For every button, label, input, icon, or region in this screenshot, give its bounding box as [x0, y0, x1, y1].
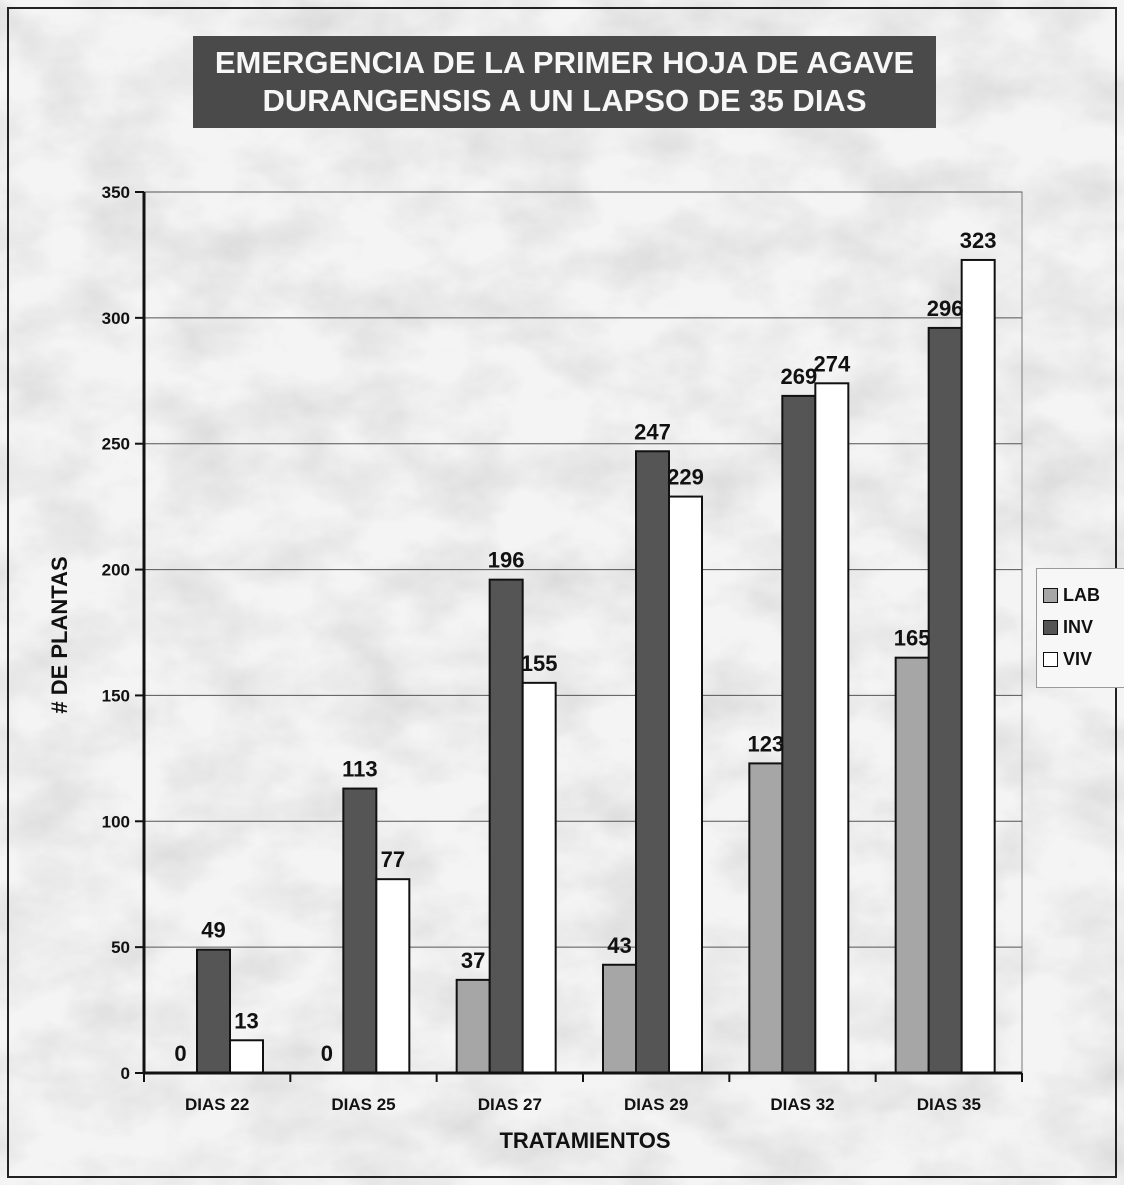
y-tick-label: 0 [121, 1064, 130, 1083]
data-label: 269 [780, 364, 817, 389]
data-label: 37 [461, 948, 485, 973]
bar-viv [523, 683, 556, 1073]
bar-lab [603, 965, 636, 1073]
data-label: 13 [234, 1008, 258, 1033]
data-label: 123 [747, 731, 784, 756]
legend-item-viv: VIV [1043, 643, 1119, 675]
data-label: 247 [634, 419, 671, 444]
data-label: 274 [813, 351, 850, 376]
y-tick-label: 50 [111, 938, 130, 957]
y-tick-label: 100 [102, 812, 130, 831]
bar-inv [343, 789, 376, 1073]
data-label: 43 [607, 933, 631, 958]
x-tick-label: DIAS 32 [770, 1095, 834, 1114]
legend-swatch-inv [1043, 620, 1058, 635]
bar-viv [230, 1040, 263, 1073]
bar-inv [782, 396, 815, 1073]
data-label: 196 [488, 548, 525, 573]
bar-viv [815, 383, 848, 1073]
bar-lab [749, 763, 782, 1073]
y-tick-label: 200 [102, 561, 130, 580]
chart-title-line-1: EMERGENCIA DE LA PRIMER HOJA DE AGAVE [193, 44, 936, 82]
x-axis-title: TRATAMIENTOS [430, 1128, 740, 1154]
chart-title-line-2: DURANGENSIS A UN LAPSO DE 35 DIAS [193, 82, 936, 120]
data-label: 155 [521, 651, 558, 676]
data-label: 0 [174, 1041, 186, 1066]
x-tick-label: DIAS 27 [478, 1095, 542, 1114]
legend-label-lab: LAB [1063, 585, 1100, 606]
data-label: 113 [342, 757, 378, 782]
bar-inv [490, 580, 523, 1073]
x-tick-label: DIAS 29 [624, 1095, 688, 1114]
data-label: 49 [201, 918, 225, 943]
legend-label-inv: INV [1063, 617, 1093, 638]
data-label: 296 [927, 296, 964, 321]
y-tick-label: 350 [102, 183, 130, 202]
bar-viv [376, 879, 409, 1073]
y-tick-label: 150 [102, 686, 130, 705]
legend-swatch-lab [1043, 588, 1058, 603]
legend-swatch-viv [1043, 652, 1058, 667]
x-tick-label: DIAS 25 [331, 1095, 395, 1114]
bar-lab [457, 980, 490, 1073]
x-tick-label: DIAS 22 [185, 1095, 249, 1114]
legend-label-viv: VIV [1063, 649, 1092, 670]
y-tick-label: 300 [102, 309, 130, 328]
y-axis-title: # DE PLANTAS [47, 515, 73, 755]
bar-viv [962, 260, 995, 1073]
data-label: 77 [381, 847, 405, 872]
data-label: 0 [321, 1041, 333, 1066]
legend: LAB INV VIV [1036, 568, 1124, 688]
bar-lab [896, 658, 929, 1073]
bar-inv [929, 328, 962, 1073]
data-label: 165 [894, 626, 931, 651]
legend-item-lab: LAB [1043, 579, 1119, 611]
x-tick-label: DIAS 35 [917, 1095, 981, 1114]
data-label: 323 [960, 228, 997, 253]
legend-item-inv: INV [1043, 611, 1119, 643]
bar-inv [197, 950, 230, 1073]
data-label: 229 [667, 465, 704, 490]
chart-title: EMERGENCIA DE LA PRIMER HOJA DE AGAVE DU… [193, 36, 936, 128]
y-tick-label: 250 [102, 435, 130, 454]
bar-inv [636, 451, 669, 1073]
bar-viv [669, 497, 702, 1073]
